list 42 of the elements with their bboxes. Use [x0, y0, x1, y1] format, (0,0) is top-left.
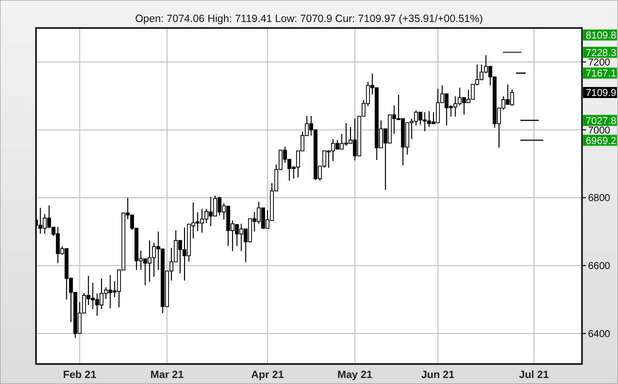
x-tick-label: Apr 21 [251, 369, 284, 381]
candlestick [108, 274, 112, 309]
candlestick [335, 140, 340, 150]
y-tick-label: 6600 [588, 261, 611, 272]
candlestick [422, 112, 427, 132]
x-tick-label: May 21 [337, 369, 373, 381]
text: 8109.8 [586, 30, 617, 42]
annotation: 7228.3 [586, 48, 617, 59]
candlestick [213, 195, 218, 217]
candlestick [344, 122, 348, 146]
x-tick-label: Mar 21 [150, 369, 184, 381]
candlestick [510, 88, 514, 106]
candlestick [56, 226, 60, 264]
candlestick [42, 213, 47, 234]
annotation: 7109.9 [586, 88, 617, 99]
candlestick [38, 207, 42, 234]
candlestick [239, 223, 244, 252]
y-tick-label: 6800 [588, 193, 611, 204]
x-tick-label: Feb 21 [63, 369, 96, 381]
candlestick [418, 112, 422, 126]
candlestick [352, 118, 357, 161]
y-tick-label: 6400 [588, 328, 611, 340]
chart-subtitle: Open: 7074.06 High: 7119.41 Low: 7070.9 Cur: 7109.97 (+35.91/+00.51%) [135, 13, 483, 25]
candlestick [90, 282, 95, 310]
x-tick-label: Jun 21 [421, 369, 455, 381]
y-tick-label: 7000 [588, 125, 611, 136]
annotation: 6969.2 [586, 136, 617, 147]
candlestick [178, 240, 182, 274]
candlestick [208, 196, 213, 227]
candlestick [436, 88, 440, 124]
annotation: 7167.1 [586, 68, 617, 80]
candlestick [427, 110, 432, 128]
candlestick [506, 84, 510, 105]
y-tick-label: 7200 [588, 57, 611, 68]
candlestick [256, 201, 261, 224]
annotation: 7027.8 [586, 116, 617, 127]
candlestick [340, 133, 344, 150]
candlestick [196, 212, 200, 232]
candlestick [143, 258, 148, 286]
candlestick [458, 87, 462, 106]
x-tick-label: Jul 21 [519, 369, 549, 381]
candlestick [444, 93, 449, 126]
